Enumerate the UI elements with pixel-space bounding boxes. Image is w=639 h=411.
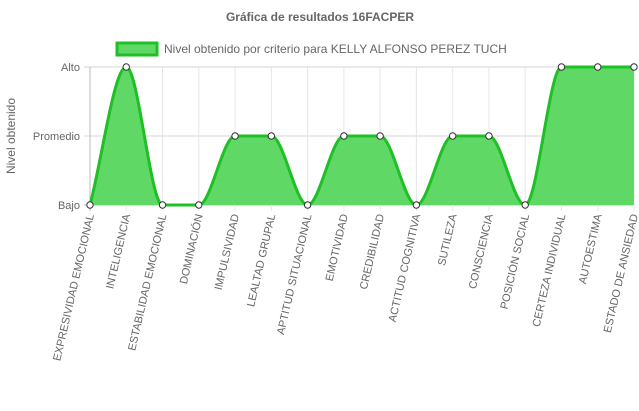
x-tick-label: CONSCIENCIA [467,212,496,290]
x-tick-label: AUTOESTIMA [577,212,605,285]
chart-title: Gráfica de resultados 16FACPER [226,10,414,24]
y-tick-label: Bajo [58,200,80,212]
x-tick-label: DOMINACIÓN [177,213,206,286]
data-point[interactable] [267,132,276,140]
data-point[interactable] [195,201,203,209]
data-point[interactable] [630,63,638,71]
data-point[interactable] [303,201,312,209]
data-point[interactable] [412,201,421,209]
data-point[interactable] [376,132,384,140]
x-tick-label: EXPRESIVIDAD EMOCIONAL [51,213,97,362]
x-tick-label: APTITUD SITUACIONAL [275,213,314,336]
x-tick-label: POSICIÓN SOCIAL [498,213,533,311]
data-point[interactable] [594,63,602,71]
x-tick-label: CERTEZA INDIVIDUAL [531,213,569,328]
y-tick-label: Alto [61,62,80,74]
data-point[interactable] [485,132,493,140]
x-tick-label: INTELIGENCIA [104,212,133,290]
data-point[interactable] [231,132,239,140]
data-point[interactable] [448,132,457,140]
x-tick-label: ESTABILIDAD EMOCIONAL [126,213,169,352]
y-tick-label: Promedio [33,131,80,143]
x-tick-label: IMPULSIVIDAD [213,213,242,291]
legend[interactable]: Nivel obtenido por criterio para KELLY A… [115,41,507,57]
x-tick-label: CREDIBILIDAD [358,213,387,291]
data-point[interactable] [521,201,529,209]
data-points [86,63,638,209]
legend-swatch[interactable] [115,41,159,57]
legend-label[interactable]: Nivel obtenido por criterio para KELLY A… [164,42,507,56]
x-axis-ticks: EXPRESIVIDAD EMOCIONAL INTELIGENCIAESTABI… [51,212,639,362]
data-point[interactable] [122,63,130,71]
x-tick-label: SUTILEZA [436,212,460,267]
x-tick-label: ESTADO DE ANSIEDAD [602,213,639,334]
y-axis-title: Nivel obtenido [4,98,18,174]
x-tick-label: LEALTAD GRUPAL [245,213,278,308]
data-point[interactable] [340,132,348,140]
data-point[interactable] [158,201,167,209]
y-axis-ticks: Bajo Promedio Alto [33,62,80,212]
x-tick-label: EMOTIVIDAD [324,213,351,282]
data-point[interactable] [86,201,94,209]
x-tick-label: ACTITUD COGNITIVA [387,212,424,323]
data-point[interactable] [557,63,566,71]
